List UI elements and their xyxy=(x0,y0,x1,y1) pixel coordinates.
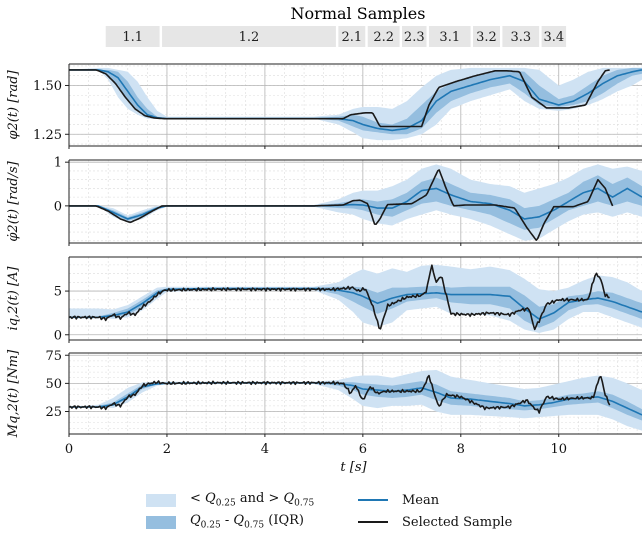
panel-2-ytick-label: 1 xyxy=(54,156,62,171)
phase-label-2-3: 2.3 xyxy=(404,30,425,45)
phase-box-3-1 xyxy=(428,26,471,47)
legend-label-iqr-band: Q0.25 - Q0.75 (IQR) xyxy=(190,513,304,531)
panel-3-ytick-label: 0 xyxy=(54,328,62,343)
panel-4-plot xyxy=(69,369,642,431)
legend-item-sample: Selected Sample xyxy=(358,512,512,532)
legend-item-outer-band: < Q0.25 and > Q0.75 xyxy=(146,490,314,510)
panel-2: 0 1 φ̇2(t) [rad/s] xyxy=(6,156,642,246)
phase-label-2-1: 2.1 xyxy=(341,30,362,45)
panel-1-sample-line xyxy=(69,69,610,128)
phase-label-3-3: 3.3 xyxy=(510,30,531,45)
phase-label-3-2: 3.2 xyxy=(476,30,497,45)
panel-3-plot xyxy=(69,264,642,333)
panel-3-ylabel: iq,2(t) [A] xyxy=(6,266,21,331)
phase-label-3-4: 3.4 xyxy=(544,30,565,45)
legend-label-mean: Mean xyxy=(402,492,440,508)
panel-4: 25 50 75 Mq,2(t) [Nm] xyxy=(6,349,642,438)
phase-box-2-3 xyxy=(402,26,427,47)
xtick-label: 0 xyxy=(65,442,73,457)
legend-swatch-sample xyxy=(358,521,388,523)
panel-2-sample-line xyxy=(69,169,614,241)
legend-swatch-outer-band xyxy=(146,493,176,507)
legend-swatch-mean xyxy=(358,499,388,501)
xtick-label: 10 xyxy=(550,442,567,457)
phase-label-3-1: 3.1 xyxy=(439,30,460,45)
phase-bar: 1.1 1.2 2.1 2.2 2.3 3.1 3.2 3.3 3.4 xyxy=(105,26,567,47)
legend-label-outer-band: < Q0.25 and > Q0.75 xyxy=(190,491,315,509)
panel-1-outer-band xyxy=(69,67,642,141)
panels: 1.25 1.50 φ2(t) [rad] 0 1 φ̇2(t) [rad/s] 0 5 iq,… xyxy=(6,63,642,438)
legend-label-sample: Selected Sample xyxy=(402,514,513,530)
panel-1-ylabel: φ2(t) [rad] xyxy=(6,69,21,139)
panel-3-sample-line xyxy=(69,264,610,331)
panel-1-plot xyxy=(69,67,642,141)
panel-2-plot xyxy=(69,164,642,241)
x-axis: 0 2 4 6 8 10 t [s] xyxy=(65,442,567,475)
phase-box-3-3 xyxy=(502,26,540,47)
xtick-label: 8 xyxy=(457,442,465,457)
panel-3-iqr-band xyxy=(69,285,642,328)
panel-1-iqr-band xyxy=(69,67,642,135)
panel-4-ytick-label: 50 xyxy=(45,377,62,392)
panel-4-ytick-label: 25 xyxy=(45,405,62,420)
legend: < Q0.25 and > Q0.75 Q0.25 - Q0.75 (IQR) … xyxy=(146,490,566,534)
panel-2-ylabel: φ̇2(t) [rad/s] xyxy=(6,160,21,241)
xtick-label: 4 xyxy=(261,442,269,457)
panel-2-ytick-label: 0 xyxy=(54,199,62,214)
legend-swatch-iqr-band xyxy=(146,515,176,529)
xtick-label: 6 xyxy=(359,442,367,457)
phase-label-1-2: 1.2 xyxy=(239,30,260,45)
phase-box-2-1 xyxy=(338,26,366,47)
phase-box-3-4 xyxy=(541,26,567,47)
phase-label-1-1: 1.1 xyxy=(122,30,143,45)
panel-3-ytick-label: 5 xyxy=(54,285,62,300)
panel-4-sample-line xyxy=(69,374,611,414)
panel-4-outer-band xyxy=(69,369,642,431)
panel-4-iqr-band xyxy=(69,381,642,421)
panel-4-ytick-label: 75 xyxy=(45,349,62,364)
panel-1-ytick-label: 1.50 xyxy=(33,79,62,94)
legend-item-iqr-band: Q0.25 - Q0.75 (IQR) xyxy=(146,512,304,532)
phase-box-2-2 xyxy=(367,26,400,47)
phase-box-1-2 xyxy=(162,26,336,47)
phase-label-2-2: 2.2 xyxy=(373,30,394,45)
panel-4-ylabel: Mq,2(t) [Nm] xyxy=(6,349,21,438)
chart-title: Normal Samples xyxy=(291,4,426,23)
panel-2-iqr-band xyxy=(69,175,642,230)
legend-item-mean: Mean xyxy=(358,490,439,510)
x-axis-label: t [s] xyxy=(340,460,367,475)
phase-box-3-2 xyxy=(473,26,500,47)
panel-1-ytick-label: 1.25 xyxy=(33,128,62,143)
phase-box-1-1 xyxy=(105,26,160,47)
panel-3: 0 5 iq,2(t) [A] xyxy=(6,256,642,343)
xtick-label: 2 xyxy=(163,442,171,457)
panel-1: 1.25 1.50 φ2(t) [rad] xyxy=(6,63,642,149)
